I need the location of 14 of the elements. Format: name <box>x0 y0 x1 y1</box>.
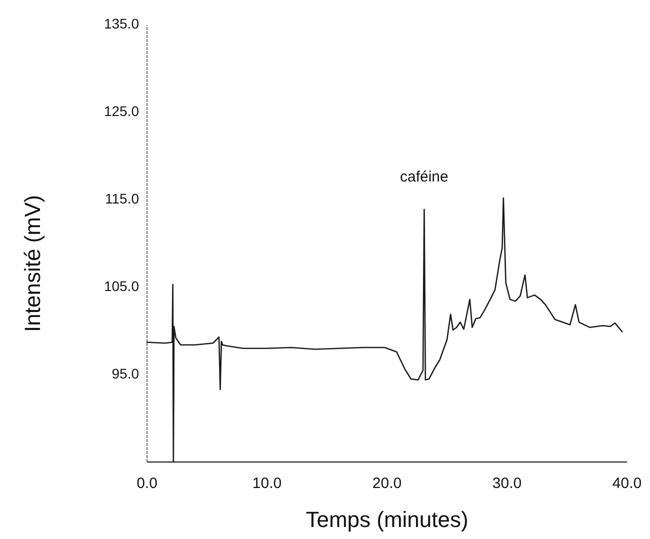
y-tick-label: 125.0 <box>104 103 140 120</box>
x-tick-label: 10.0 <box>252 475 282 492</box>
y-axis-title: Intensité (mV) <box>20 195 45 332</box>
x-tick-label: 40.0 <box>612 475 642 492</box>
x-tick-label: 0.0 <box>136 475 158 492</box>
annotation: caféine <box>400 168 448 186</box>
y-tick-label: 95.0 <box>112 365 140 382</box>
x-axis-title: Temps (minutes) <box>306 507 468 532</box>
y-tick-label: 105.0 <box>104 278 140 294</box>
x-tick-label: 20.0 <box>372 475 402 492</box>
y-tick-label: 135.0 <box>104 16 140 32</box>
x-tick-label: 30.0 <box>492 475 522 492</box>
line-series <box>146 197 623 463</box>
y-tick-label: 115.0 <box>105 190 140 207</box>
